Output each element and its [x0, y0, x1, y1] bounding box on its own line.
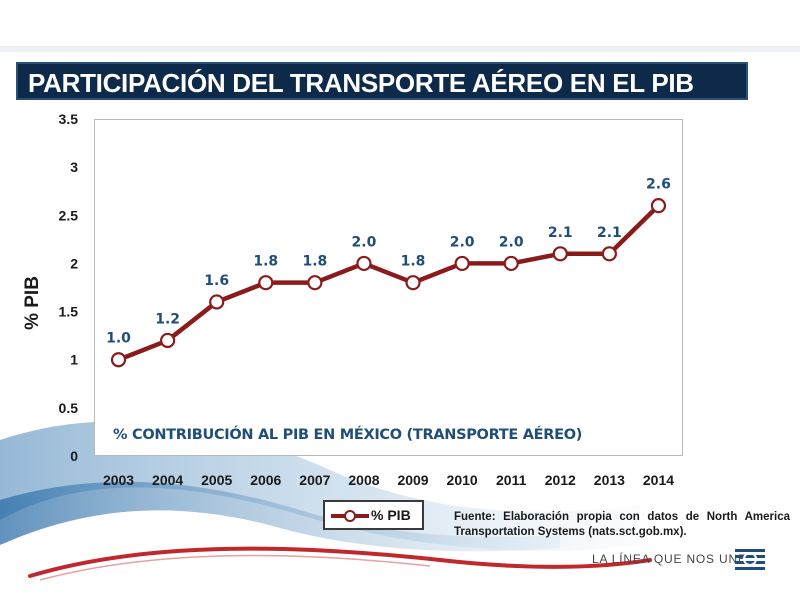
x-tick-label: 2004: [152, 472, 183, 488]
data-point: [209, 294, 225, 310]
x-tick-label: 2006: [250, 472, 281, 488]
plot-area: [94, 119, 683, 456]
y-tick-label: 2.5: [59, 207, 79, 223]
y-tick-label: 0: [70, 448, 78, 464]
data-point: [552, 246, 568, 262]
x-tick-label: 2010: [447, 472, 478, 488]
data-label: 2.1: [548, 225, 573, 241]
data-label: 2.6: [646, 177, 671, 193]
y-axis-label-box: % PIB: [14, 268, 54, 338]
chart-title: PARTICIPACIÓN DEL TRANSPORTE AÉREO EN EL…: [28, 68, 694, 98]
data-label: 1.0: [106, 331, 131, 347]
x-tick-label: 2007: [299, 472, 330, 488]
x-tick-label: 2011: [496, 472, 527, 488]
legend: % PIB: [323, 500, 424, 530]
x-tick-label: 2012: [545, 472, 576, 488]
data-label: 2.0: [499, 234, 524, 250]
x-tick-label: 2014: [643, 472, 674, 488]
data-point: [356, 255, 372, 272]
data-point: [454, 255, 470, 272]
legend-line-marker-icon: [331, 510, 369, 522]
data-point: [503, 255, 519, 272]
y-tick-label: 1.5: [59, 304, 79, 320]
series-line: [116, 203, 661, 362]
x-tick-label: 2009: [397, 472, 428, 488]
slogan: LA LÍNEA QUE NOS UNE: [592, 552, 747, 566]
data-point: [405, 275, 421, 291]
legend-label: % PIB: [371, 507, 411, 523]
y-tick-label: 1: [70, 352, 78, 368]
data-label: 2.0: [352, 234, 377, 250]
top-background: [0, 0, 800, 46]
data-label: 2.1: [597, 225, 622, 241]
chart-caption: % CONTRIBUCIÓN AL PIB EN MÉXICO (TRANSPO…: [113, 427, 583, 443]
data-point: [258, 275, 274, 291]
x-tick-label: 2005: [201, 472, 232, 488]
x-tick-label: 2008: [348, 472, 379, 488]
y-tick-label: 0.5: [59, 400, 79, 416]
data-label: 1.8: [302, 254, 327, 270]
y-tick-label: 3.5: [59, 111, 79, 127]
source-note: Fuente: Elaboración propia con datos de …: [454, 511, 790, 538]
data-point: [601, 246, 617, 262]
header-band: [0, 46, 800, 52]
data-label: 1.2: [155, 311, 180, 327]
data-label: 1.8: [253, 254, 278, 270]
title-bar: PARTICIPACIÓN DEL TRANSPORTE AÉREO EN EL…: [16, 62, 748, 100]
data-label: 1.6: [204, 273, 229, 289]
data-point: [110, 352, 127, 368]
y-tick-label: 3: [70, 159, 78, 175]
data-label: 2.0: [450, 234, 475, 250]
data-label: 1.8: [401, 254, 426, 270]
sct-logo-icon: [735, 549, 765, 570]
x-tick-label: 2013: [594, 472, 625, 488]
data-point: [650, 198, 667, 214]
y-axis-label: % PIB: [21, 276, 43, 330]
data-point: [307, 275, 323, 291]
data-point: [160, 332, 176, 349]
x-tick-label: 2003: [103, 472, 134, 488]
y-tick-label: 2: [70, 255, 78, 271]
